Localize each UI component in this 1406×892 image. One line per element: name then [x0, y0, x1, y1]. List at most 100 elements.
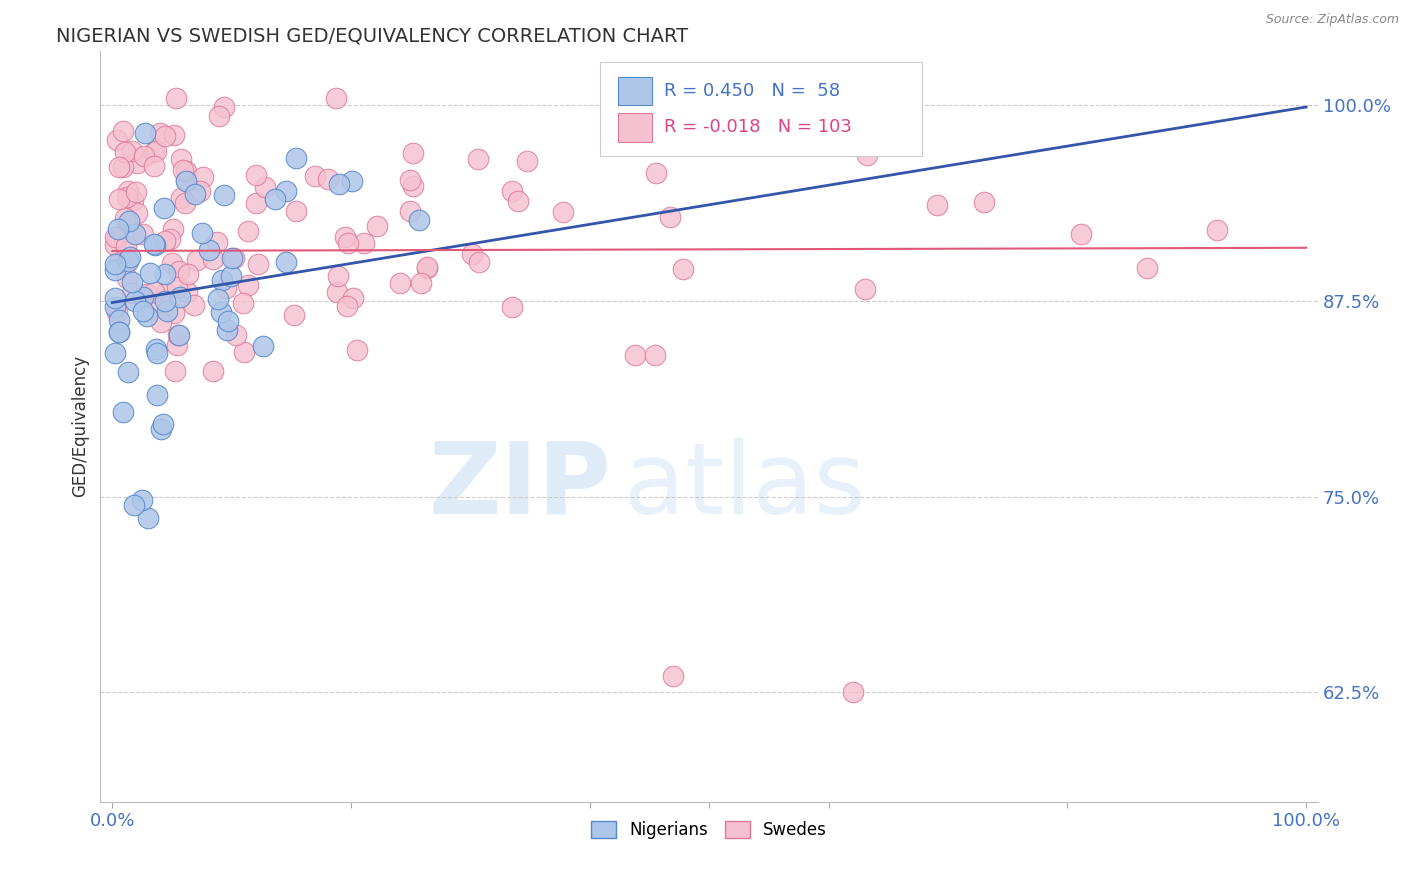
Point [662, 669, 685, 683]
Y-axis label: GED/Equivalency: GED/Equivalency [72, 355, 89, 497]
Point [176, 285, 198, 300]
Point [105, 305, 128, 319]
Point [219, 269, 242, 284]
Point [117, 216, 139, 230]
Text: NIGERIAN VS SWEDISH GED/EQUIVALENCY CORRELATION CHART: NIGERIAN VS SWEDISH GED/EQUIVALENCY CORR… [56, 27, 689, 45]
Point [115, 190, 138, 204]
Point [132, 290, 155, 304]
Point [108, 325, 131, 339]
Point [115, 270, 138, 285]
Point [325, 285, 347, 300]
Point [153, 129, 176, 144]
Point [160, 255, 183, 269]
FancyBboxPatch shape [599, 62, 922, 156]
Point [191, 226, 214, 240]
Point [285, 203, 308, 218]
Point [155, 286, 177, 301]
Point [853, 282, 876, 296]
Point [402, 179, 425, 194]
Point [150, 422, 173, 436]
Point [318, 172, 340, 186]
Point [247, 257, 270, 271]
Point [927, 198, 949, 212]
Point [117, 254, 139, 268]
Point [212, 188, 235, 202]
Point [659, 210, 682, 224]
Point [110, 254, 132, 268]
Point [366, 219, 388, 233]
Point [145, 145, 167, 159]
Point [143, 238, 166, 252]
Point [501, 184, 523, 198]
Point [353, 235, 375, 250]
Point [122, 193, 145, 207]
Point [152, 417, 174, 432]
Point [108, 161, 131, 175]
Point [1070, 227, 1092, 241]
Point [411, 276, 433, 290]
Point [221, 252, 243, 266]
Point [118, 214, 141, 228]
Text: R = 0.450   N =  58: R = 0.450 N = 58 [664, 82, 841, 100]
Point [136, 511, 159, 525]
Point [104, 257, 127, 271]
Point [134, 126, 156, 140]
Point [145, 388, 167, 402]
Point [174, 172, 197, 186]
Point [225, 327, 247, 342]
Point [553, 205, 575, 219]
Point [132, 227, 155, 241]
Point [142, 285, 165, 300]
Point [274, 254, 297, 268]
Point [107, 222, 129, 236]
Point [104, 263, 127, 277]
Point [232, 295, 254, 310]
Point [245, 196, 267, 211]
Point [138, 266, 160, 280]
Point [142, 160, 165, 174]
Point [1206, 223, 1229, 237]
Point [233, 344, 256, 359]
Point [174, 164, 197, 178]
Point [111, 124, 134, 138]
Point [501, 300, 523, 314]
Point [215, 323, 238, 337]
Point [105, 230, 128, 244]
Point [399, 173, 422, 187]
Point [467, 152, 489, 166]
Point [132, 304, 155, 318]
Point [1136, 261, 1159, 276]
Point [124, 227, 146, 242]
Point [207, 292, 229, 306]
Point [325, 90, 347, 104]
Point [170, 190, 193, 204]
Point [166, 327, 188, 342]
Point [149, 315, 172, 329]
Point [186, 252, 208, 267]
Point [263, 192, 285, 206]
Point [118, 250, 141, 264]
Point [166, 280, 188, 294]
Point [645, 166, 668, 180]
Point [340, 174, 363, 188]
Point [127, 156, 149, 170]
Point [131, 492, 153, 507]
Point [167, 263, 190, 277]
Point [104, 346, 127, 360]
Point [191, 170, 214, 185]
Point [342, 291, 364, 305]
Point [169, 289, 191, 303]
Point [399, 204, 422, 219]
Point [142, 236, 165, 251]
Point [163, 128, 186, 142]
Point [214, 100, 236, 114]
Point [121, 145, 143, 159]
Point [336, 299, 359, 313]
Point [111, 405, 134, 419]
Point [173, 195, 195, 210]
Point [165, 364, 187, 378]
Point [408, 213, 430, 227]
Point [114, 211, 136, 226]
Point [201, 252, 224, 267]
Point [153, 235, 176, 249]
